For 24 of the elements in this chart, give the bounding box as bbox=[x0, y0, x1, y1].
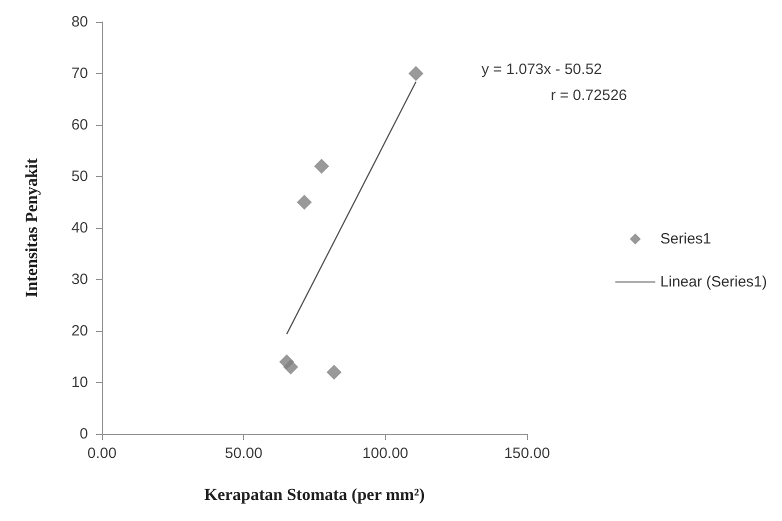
legend-label: Linear (Series1) bbox=[660, 274, 768, 290]
text: r = 0.72526 bbox=[550, 87, 627, 104]
y-tick-label: 50 bbox=[71, 168, 88, 185]
x-tick-label: 0.00 bbox=[87, 445, 117, 462]
point bbox=[408, 66, 424, 81]
x-tick-label: 150.00 bbox=[504, 445, 550, 462]
x-axis-title: Kerapatan Stomata (per mm²) bbox=[204, 485, 425, 504]
point bbox=[314, 158, 330, 174]
y-tick-label: 40 bbox=[71, 220, 88, 236]
point bbox=[296, 194, 312, 210]
y-tick-label: 70 bbox=[71, 65, 88, 82]
y-tick-label: 10 bbox=[71, 374, 88, 391]
y-tick-label: 20 bbox=[71, 322, 88, 340]
point bbox=[326, 364, 342, 380]
point bbox=[283, 360, 298, 375]
y-tick-label: 30 bbox=[71, 271, 88, 288]
x-tick-label: 50.00 bbox=[224, 445, 262, 462]
y-tick-label: 0 bbox=[80, 426, 88, 442]
legend-label: Series1 bbox=[660, 230, 712, 248]
x-tick-label: 100.00 bbox=[362, 445, 408, 462]
y-tick-label: 80 bbox=[71, 14, 88, 30]
y-tick-label: 60 bbox=[71, 116, 88, 134]
y-axis-title: Intensitas Penyakit bbox=[22, 158, 41, 298]
annotation: y = 1.073x - 50.52 bbox=[482, 61, 602, 78]
